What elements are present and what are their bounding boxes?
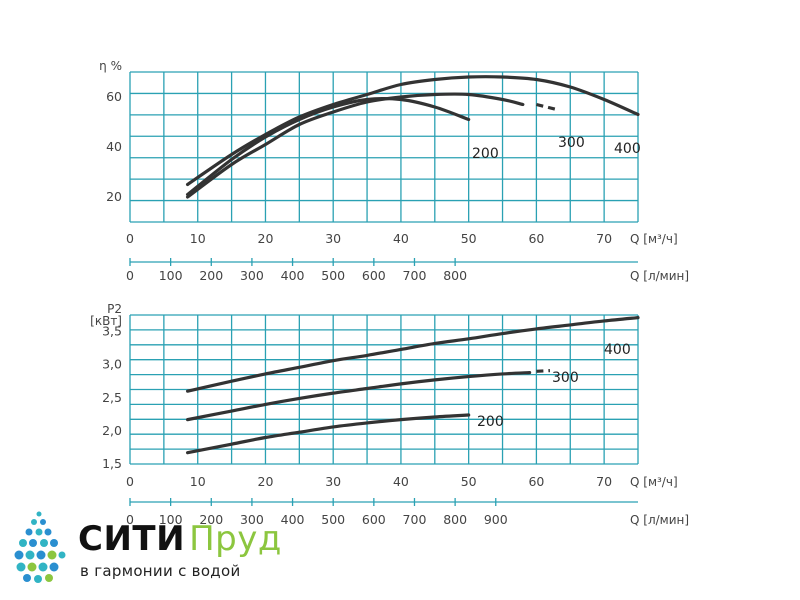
series-label-400: 400	[614, 141, 641, 157]
y-tick-label: 2,5	[102, 390, 122, 405]
x-tick-label: 30	[325, 231, 341, 246]
x2-axis-title: Q [л/мин]	[630, 513, 689, 527]
x-tick-label: 30	[325, 474, 341, 489]
x2-tick-label: 600	[362, 512, 386, 527]
x2-tick-label: 900	[484, 512, 508, 527]
x-tick-label: 60	[528, 474, 544, 489]
x2-tick-label: 300	[240, 512, 264, 527]
series-label-300: 300	[558, 135, 585, 151]
series-dashed-tail-300	[536, 369, 551, 373]
x-axis-title: Q [м³/ч]	[630, 475, 678, 489]
series-label-400: 400	[604, 342, 631, 358]
x2-tick-label: 400	[281, 512, 305, 527]
x2-tick-label: 500	[321, 512, 345, 527]
x2-tick-label: 400	[281, 268, 305, 283]
x2-tick-label: 700	[403, 512, 427, 527]
y-tick-label: 1,5	[102, 456, 122, 471]
x2-tick-label: 200	[199, 268, 223, 283]
x2-tick-label: 300	[240, 268, 264, 283]
chart-panel-2	[129, 314, 640, 506]
x2-tick-label: 500	[321, 268, 345, 283]
x-axis-title: Q [м³/ч]	[630, 232, 678, 246]
chart-panel-1	[129, 71, 640, 266]
y-axis-title: P2	[107, 302, 122, 316]
series-dashed-tail-300	[536, 102, 558, 112]
series-line-300	[185, 92, 525, 199]
series-line-200	[185, 413, 471, 455]
x2-tick-label: 0	[126, 268, 134, 283]
brand-name-part2: Пруд	[189, 519, 282, 559]
y-axis-title: η %	[99, 59, 122, 73]
series-label-200: 200	[477, 414, 504, 430]
series-line-200	[185, 96, 471, 197]
x2-tick-label: 800	[443, 268, 467, 283]
x-tick-label: 70	[596, 474, 612, 489]
y-tick-label: 3,5	[102, 324, 122, 339]
series-line-400	[185, 316, 640, 393]
series-line-300	[185, 371, 532, 422]
y-tick-label: 60	[106, 89, 122, 104]
x2-tick-label: 800	[443, 512, 467, 527]
brand-name-part1: СИТИ	[78, 519, 186, 559]
x-tick-label: 50	[461, 231, 477, 246]
x-tick-label: 20	[258, 231, 274, 246]
series-label-200: 200	[472, 146, 499, 162]
series-label-300: 300	[552, 370, 579, 386]
water-drops-icon	[14, 511, 66, 583]
x2-tick-label: 200	[199, 512, 223, 527]
y-axis-unit: [кВт]	[90, 314, 122, 328]
x-tick-label: 40	[393, 474, 409, 489]
x-tick-label: 0	[126, 474, 134, 489]
x-tick-label: 50	[461, 474, 477, 489]
x2-tick-label: 100	[159, 512, 183, 527]
y-tick-label: 20	[106, 189, 122, 204]
y-tick-label: 2,0	[102, 423, 122, 438]
x2-axis-title: Q [л/мин]	[630, 269, 689, 283]
x-tick-label: 60	[528, 231, 544, 246]
x-tick-label: 10	[190, 474, 206, 489]
brand-name: СИТИ Пруд	[78, 520, 282, 558]
y-tick-label: 40	[106, 139, 122, 154]
x2-tick-label: 100	[159, 268, 183, 283]
x-tick-label: 10	[190, 231, 206, 246]
x-tick-label: 20	[258, 474, 274, 489]
series-line-400	[185, 75, 640, 187]
x-tick-label: 40	[393, 231, 409, 246]
x2-tick-label: 0	[126, 512, 134, 527]
x2-tick-label: 700	[403, 268, 427, 283]
x-tick-label: 70	[596, 231, 612, 246]
y-tick-label: 3,0	[102, 357, 122, 372]
x2-tick-label: 600	[362, 268, 386, 283]
brand-tagline: в гармонии с водой	[80, 562, 241, 580]
x-tick-label: 0	[126, 231, 134, 246]
company-logo: СИТИ Пруд в гармонии с водой	[8, 508, 308, 592]
